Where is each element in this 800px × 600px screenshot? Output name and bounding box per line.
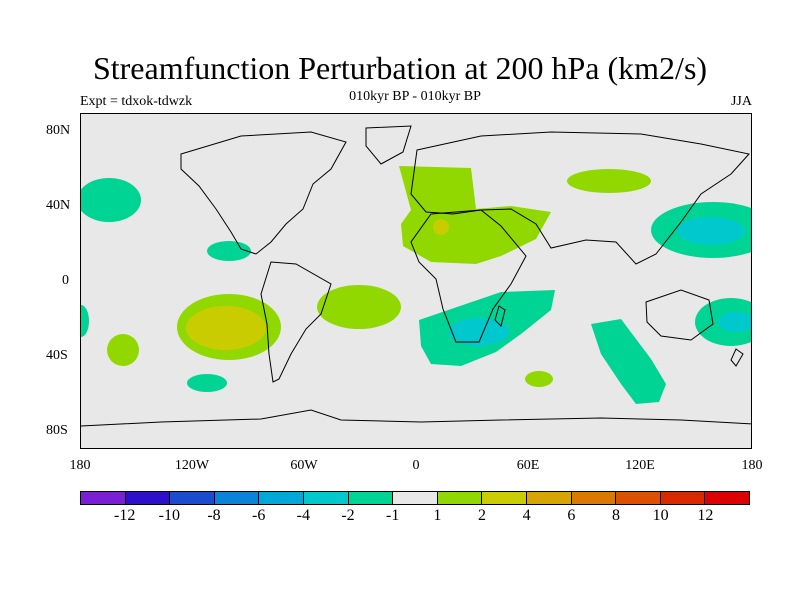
colorbar-label: -1 (385, 507, 400, 524)
contour-region (433, 219, 449, 235)
contour-fields (81, 166, 751, 404)
map-svg (81, 125, 751, 427)
contour-region (677, 217, 745, 245)
colorbar-label: -6 (251, 507, 266, 524)
colorbar-label: 12 (697, 507, 714, 524)
lat-label: 40S (46, 348, 68, 363)
lat-label: 40N (46, 198, 71, 213)
colorbar-swatch (660, 492, 706, 504)
colorbar-swatch (125, 492, 171, 504)
contour-region (399, 166, 551, 264)
coastlines (81, 125, 751, 427)
contour-region (567, 169, 651, 193)
colorbar-label: -12 (113, 507, 136, 524)
map-subtitle: 010kyr BP - 010kyr BP (349, 89, 481, 104)
colorbar-swatch (393, 492, 438, 504)
colorbar-swatch (81, 492, 126, 504)
colorbar-label: 2 (478, 507, 486, 524)
colorbar-swatch (259, 492, 304, 504)
colorbar-swatch (348, 492, 394, 504)
colorbar-label: 6 (567, 507, 576, 524)
colorbar-swatch (170, 492, 215, 504)
lon-label: 120W (174, 458, 210, 473)
contour-region (207, 241, 251, 261)
lat-label: 0 (62, 273, 69, 288)
contour-region (317, 285, 401, 329)
contour-region (525, 371, 553, 387)
map-title: Streamfunction Perturbation at 200 hPa (… (92, 50, 708, 86)
lat-label: 80N (46, 123, 71, 138)
contour-region (81, 178, 141, 222)
lat-label: 80S (46, 423, 68, 438)
colorbar-swatch (214, 492, 260, 504)
contour-region (187, 374, 227, 392)
colorbar-swatch (526, 492, 572, 504)
lon-label: 60E (516, 458, 540, 473)
contour-region (186, 306, 266, 350)
colorbar-label: 4 (522, 507, 531, 524)
contour-region (81, 305, 89, 337)
lon-label: 180 (69, 458, 91, 473)
colorbar (80, 491, 750, 505)
contour-region (718, 312, 751, 332)
map-panel (80, 113, 752, 449)
contour-region (449, 318, 509, 346)
contour-region (107, 334, 139, 366)
colorbar-swatch (616, 492, 661, 504)
season-label: JJA (730, 94, 752, 109)
lon-label: 0 (412, 458, 420, 473)
colorbar-label: 1 (433, 507, 442, 524)
experiment-label: Expt = tdxok-tdwzk (80, 94, 193, 109)
lon-label: 180 (741, 458, 763, 473)
colorbar-swatch (437, 492, 483, 504)
colorbar-label: -2 (341, 507, 355, 524)
lon-label: 60W (290, 458, 318, 473)
colorbar-label: -4 (296, 507, 310, 524)
colorbar-label: -8 (207, 507, 221, 524)
colorbar-label: -10 (158, 507, 180, 524)
colorbar-swatch (303, 492, 349, 504)
colorbar-swatch (705, 492, 749, 504)
colorbar-swatch (482, 492, 527, 504)
colorbar-swatch (571, 492, 617, 504)
colorbar-label: 10 (652, 507, 669, 524)
colorbar-label: 8 (612, 507, 620, 524)
lon-label: 120E (625, 458, 655, 473)
contour-region (591, 319, 666, 404)
